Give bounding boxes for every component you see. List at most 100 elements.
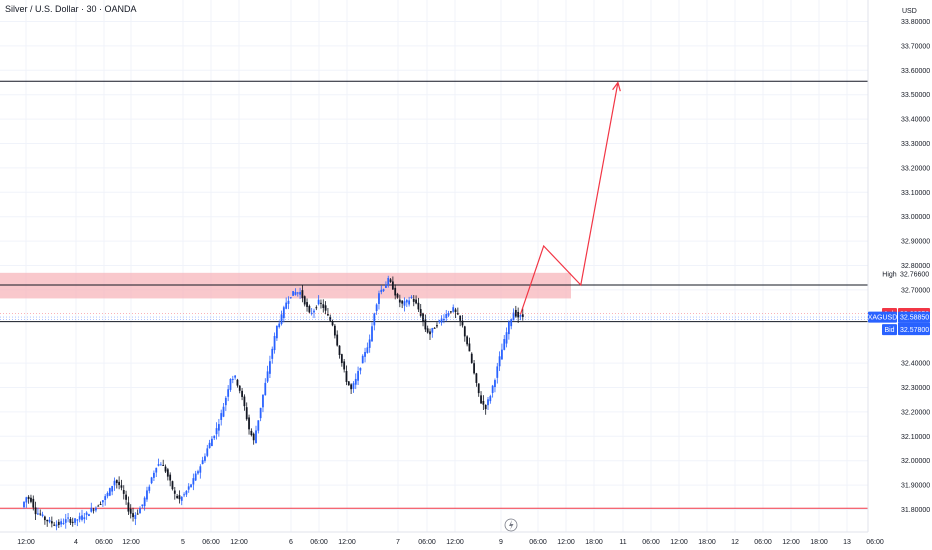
candle-body	[136, 513, 139, 515]
candle-body	[150, 477, 153, 484]
candle-body	[153, 472, 155, 478]
candle-body	[176, 495, 179, 499]
high-tag-label-bg	[882, 268, 897, 280]
candle-body	[361, 355, 364, 364]
candle-body	[512, 312, 515, 321]
candle-body	[169, 474, 172, 481]
candle-body	[313, 310, 315, 313]
candle-body	[106, 492, 109, 497]
price-tick-label: 32.00000	[901, 458, 930, 465]
candle-body	[385, 284, 387, 288]
candle-body	[37, 513, 39, 515]
candle-body	[378, 293, 380, 304]
candle-body	[366, 347, 369, 353]
candle-body	[129, 508, 132, 514]
candle-body	[64, 519, 67, 523]
candle-body	[329, 316, 332, 321]
candle-body	[178, 495, 181, 500]
candle-body	[134, 515, 137, 520]
high-tag-value: 32.76600	[900, 271, 929, 278]
candle-body	[484, 404, 487, 410]
bid-tag-label: Bid	[884, 327, 894, 334]
candle-body	[324, 305, 327, 311]
candle-body	[46, 519, 49, 522]
time-tick-label: 06:00	[95, 539, 113, 546]
candle-body	[32, 498, 35, 508]
candle-body	[452, 307, 455, 312]
candle-body	[264, 382, 267, 396]
candle-body	[359, 367, 362, 371]
time-tick-label: 12:00	[17, 539, 35, 546]
candle-body	[211, 438, 213, 447]
candle-body	[417, 302, 420, 310]
time-tick-label: 06:00	[754, 539, 772, 546]
time-tick-label: 12:00	[446, 539, 464, 546]
time-tick-label: 18:00	[585, 539, 603, 546]
candle-body	[27, 496, 30, 499]
candle-body	[461, 320, 464, 326]
candle-body	[364, 351, 366, 357]
candle-body	[333, 325, 336, 336]
candle-body	[104, 496, 107, 500]
candle-body	[336, 334, 339, 346]
candle-body	[477, 383, 480, 394]
time-tick-label: 06:00	[202, 539, 220, 546]
price-tick-label: 31.80000	[901, 507, 930, 514]
bid-tag-value-bg	[898, 324, 930, 336]
candle-body	[345, 370, 348, 382]
candle-body	[338, 345, 341, 355]
candle-body	[125, 494, 127, 500]
resistance-zone[interactable]	[0, 272, 868, 299]
candle-body	[162, 464, 165, 466]
candle-body	[317, 299, 320, 305]
candle-body	[199, 466, 202, 473]
projection-line[interactable]	[519, 82, 619, 315]
price-tick-label: 31.90000	[901, 483, 930, 490]
price-tick-label: 32.80000	[901, 263, 930, 270]
candle-body	[403, 301, 406, 306]
candle-body	[252, 433, 255, 441]
candle-body	[343, 361, 346, 370]
projection-arrowhead[interactable]	[612, 81, 621, 92]
candle-body	[111, 486, 114, 492]
currency-label[interactable]: USD	[902, 8, 917, 15]
candle-body	[88, 514, 90, 516]
candle-body	[71, 521, 74, 523]
candle-body	[48, 519, 51, 522]
candle-body	[440, 318, 443, 323]
candle-body	[238, 385, 241, 391]
candle-body	[347, 381, 350, 386]
lightning-icon[interactable]	[504, 518, 518, 532]
candle-body	[122, 489, 125, 494]
candle-body	[231, 378, 234, 380]
candle-body	[273, 336, 276, 351]
candle-body	[99, 504, 102, 506]
candle-body	[34, 507, 37, 515]
candle-body	[389, 279, 392, 282]
candle-body	[146, 490, 148, 500]
candle-body	[380, 289, 383, 293]
candle-body	[475, 373, 478, 383]
time-tick-label: 06:00	[529, 539, 547, 546]
time-tick-label: 12:00	[557, 539, 575, 546]
candle-body	[171, 481, 174, 490]
projection-path[interactable]	[519, 81, 621, 315]
time-tick-label: 12:00	[122, 539, 140, 546]
candle-body	[294, 292, 297, 295]
time-axis[interactable]: 12:00 4 06:00 12:00 5 06:00 12:00 6 06:00 12:00 7 0…	[0, 531, 884, 550]
candle-body	[101, 500, 104, 503]
candle-body	[69, 518, 72, 523]
candle-body	[60, 521, 63, 525]
candlestick-series	[23, 275, 524, 531]
price-tick-label: 33.00000	[901, 214, 930, 221]
chart-title: Silver / U.S. Dollar · 30 · OANDA	[5, 4, 137, 14]
candle-body	[394, 287, 397, 296]
symbol-tag-value: 32.58850	[900, 315, 929, 322]
price-tick-label: 33.50000	[901, 92, 930, 99]
candle-body	[190, 484, 192, 488]
zone-rect[interactable]	[0, 272, 571, 299]
candle-body	[166, 469, 169, 477]
time-tick-label: 18:00	[698, 539, 716, 546]
candle-body	[180, 496, 183, 501]
